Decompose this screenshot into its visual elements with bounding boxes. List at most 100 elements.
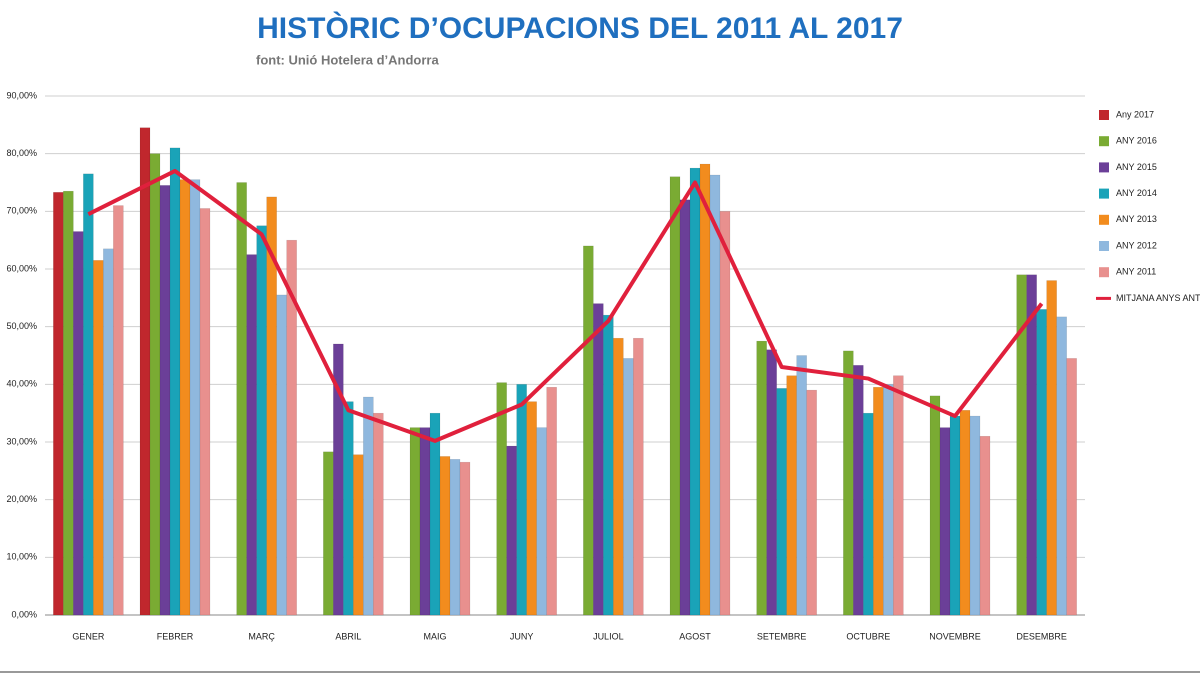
bar — [276, 294, 287, 616]
bar — [189, 179, 201, 616]
bar — [873, 386, 884, 616]
x-tick-label: DESEMBRE — [1016, 631, 1067, 641]
bar — [796, 355, 807, 616]
bar — [419, 427, 431, 616]
legend-swatch — [1099, 136, 1109, 147]
bar — [959, 410, 971, 616]
bar — [496, 382, 507, 616]
x-tick-label: SETEMBRE — [757, 631, 807, 641]
bar — [409, 427, 421, 616]
y-tick-label: 30,00% — [6, 436, 37, 446]
bar — [536, 427, 547, 616]
bar — [236, 182, 247, 616]
bar — [1046, 280, 1057, 616]
bar — [623, 358, 634, 616]
bar — [1066, 358, 1077, 616]
bar — [843, 350, 854, 616]
bar — [63, 190, 74, 616]
y-tick-label: 70,00% — [6, 206, 37, 216]
bar — [256, 225, 267, 616]
y-tick-label: 40,00% — [6, 379, 37, 389]
bar — [593, 303, 604, 616]
bar — [756, 340, 767, 616]
bar — [429, 412, 441, 616]
bar — [449, 459, 461, 616]
legend-label: MITJANA ANYS ANT. — [1116, 293, 1200, 303]
bar — [853, 365, 864, 616]
bar — [93, 260, 104, 616]
bar — [286, 239, 297, 616]
bar — [863, 412, 874, 616]
x-tick-label: OCTUBRE — [846, 631, 890, 641]
legend-label: ANY 2013 — [1116, 214, 1157, 224]
bar — [103, 248, 114, 616]
legend-label: ANY 2014 — [1116, 188, 1157, 198]
y-tick-label: 60,00% — [6, 263, 37, 273]
x-tick-label: AGOST — [679, 631, 711, 641]
bar — [1026, 274, 1037, 616]
bar — [603, 314, 614, 616]
legend-swatch — [1099, 188, 1109, 199]
bar — [53, 192, 64, 616]
bar — [633, 337, 644, 616]
legend-swatch — [1099, 267, 1109, 278]
bar — [363, 396, 374, 616]
chart-title: HISTÒRIC D’OCUPACIONS DEL 2011 AL 2017 — [257, 11, 903, 45]
legend-swatch — [1099, 110, 1109, 120]
legend-swatch — [1099, 214, 1109, 225]
bar — [939, 427, 951, 616]
bar — [149, 153, 161, 616]
bar — [439, 456, 451, 616]
x-tick-label: GENER — [72, 631, 105, 641]
bar — [353, 454, 364, 616]
chart-subtitle: font: Unió Hotelera d’Andorra — [256, 52, 439, 67]
bar — [719, 211, 731, 616]
bar — [893, 375, 904, 616]
bar — [159, 185, 171, 616]
y-tick-label: 50,00% — [6, 321, 37, 331]
bar — [169, 147, 181, 616]
bar — [373, 412, 384, 616]
x-tick-label: NOVEMBRE — [929, 631, 981, 641]
legend-label: ANY 2016 — [1116, 136, 1157, 146]
y-tick-label: 80,00% — [6, 148, 37, 158]
x-tick-label: MAIG — [423, 631, 446, 641]
bar — [689, 167, 701, 616]
x-tick-label: ABRIL — [335, 631, 361, 641]
bar — [979, 435, 991, 616]
bar — [113, 205, 124, 616]
legend-label: ANY 2015 — [1116, 162, 1157, 172]
bar — [1036, 309, 1047, 616]
legend-swatch — [1099, 241, 1109, 251]
bar — [883, 384, 894, 616]
legend-label: ANY 2011 — [1116, 267, 1156, 277]
bar — [613, 337, 624, 616]
bar — [179, 179, 191, 616]
bar — [679, 199, 691, 616]
bar — [766, 349, 777, 616]
bar — [709, 174, 721, 616]
y-tick-label: 0,00% — [11, 609, 37, 619]
y-tick-label: 20,00% — [6, 494, 37, 504]
bar — [776, 388, 787, 616]
legend-label: Any 2017 — [1116, 109, 1154, 119]
bar — [546, 386, 557, 616]
bar — [806, 389, 817, 616]
bar — [506, 445, 517, 616]
bar — [343, 401, 354, 616]
legend-label: ANY 2012 — [1116, 240, 1157, 250]
bar — [73, 231, 84, 616]
bar — [526, 401, 537, 616]
bar — [246, 254, 257, 616]
bar — [669, 176, 681, 616]
bar — [199, 208, 211, 616]
y-tick-label: 90,00% — [6, 90, 37, 100]
mean-line — [87, 168, 1044, 443]
y-tick-label: 10,00% — [6, 552, 37, 562]
x-tick-label: JUNY — [510, 631, 534, 641]
bar — [83, 173, 94, 616]
bar — [969, 415, 981, 616]
x-tick-label: JULIOL — [593, 631, 624, 641]
